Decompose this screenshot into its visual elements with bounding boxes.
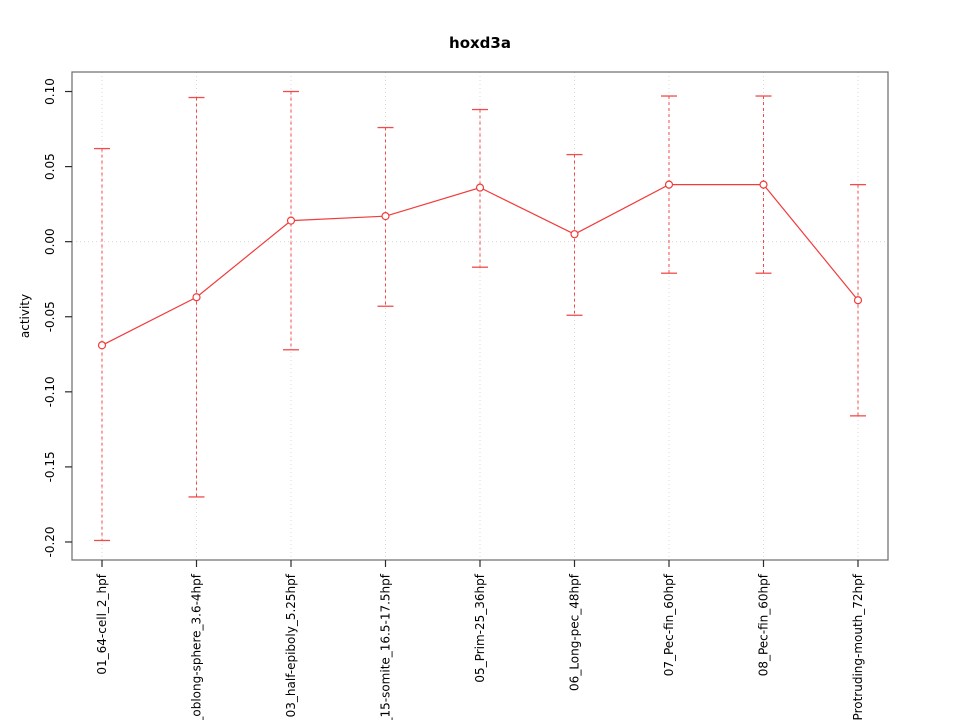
x-category-label: 09_Protruding-mouth_72hpf — [851, 573, 865, 720]
y-tick-label: -0.20 — [43, 526, 57, 557]
x-category-label: 03_half-epiboly_5.25hpf — [284, 573, 298, 717]
y-tick-label: 0.10 — [43, 78, 57, 105]
x-category-label: 02_oblong-sphere_3.6-4hpf — [190, 573, 204, 720]
x-category-label: 06_Long-pec_48hpf — [568, 573, 582, 691]
data-point — [664, 180, 674, 189]
data-point — [475, 183, 485, 192]
data-point — [853, 296, 863, 305]
y-tick-label: 0.05 — [43, 153, 57, 180]
y-tick-label: -0.15 — [43, 451, 57, 482]
y-tick-label: 0.00 — [43, 228, 57, 255]
y-tick-label: -0.10 — [43, 376, 57, 407]
data-point — [570, 230, 579, 239]
data-point — [97, 341, 107, 350]
data-point — [286, 216, 296, 225]
data-point — [759, 180, 768, 189]
data-point — [381, 212, 390, 221]
x-category-label: 04_15-somite_16.5-17.5hpf — [379, 573, 393, 720]
data-point — [192, 293, 201, 302]
chart-title: hoxd3a — [449, 34, 511, 52]
x-category-label: 05_Prim-25_36hpf — [473, 573, 487, 682]
x-category-label: 07_Pec-fin_60hpf — [662, 573, 676, 676]
x-category-label: 01_64-cell_2_hpf — [95, 573, 109, 674]
y-tick-label: -0.05 — [43, 301, 57, 332]
x-category-label: 08_Pec-fin_60hpf — [757, 573, 771, 676]
